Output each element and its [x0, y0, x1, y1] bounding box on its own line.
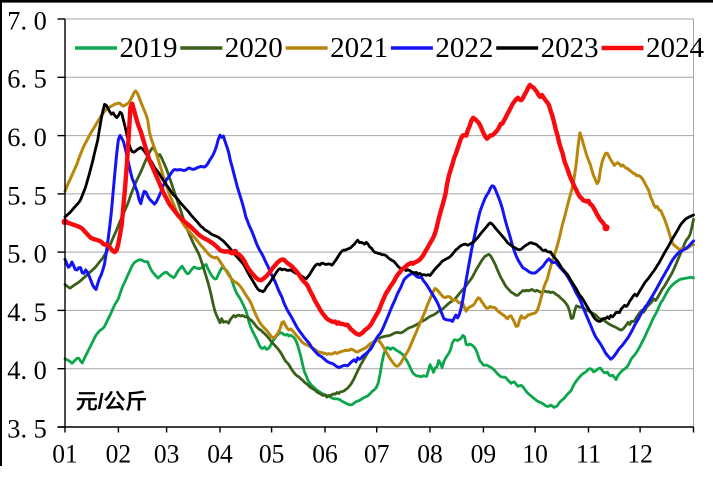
svg-text:2020: 2020	[225, 33, 283, 64]
svg-text:4. 0: 4. 0	[7, 355, 47, 385]
svg-text:06: 06	[312, 439, 338, 469]
svg-text:3. 5: 3. 5	[7, 413, 47, 443]
svg-text:02: 02	[106, 439, 132, 469]
svg-text:6. 0: 6. 0	[7, 122, 47, 152]
svg-text:01: 01	[52, 439, 78, 469]
svg-text:05: 05	[259, 439, 285, 469]
svg-text:12: 12	[627, 439, 653, 469]
svg-text:03: 03	[154, 439, 180, 469]
svg-text:2024: 2024	[646, 33, 704, 64]
svg-text:2019: 2019	[120, 33, 178, 64]
svg-text:5. 5: 5. 5	[7, 180, 47, 210]
svg-text:5. 0: 5. 0	[7, 239, 47, 269]
svg-text:2023: 2023	[541, 33, 599, 64]
svg-text:7. 0: 7. 0	[7, 5, 47, 35]
svg-text:11: 11	[576, 439, 602, 469]
svg-text:元/公斤: 元/公斤	[76, 391, 147, 414]
svg-text:09: 09	[471, 439, 497, 469]
svg-text:10: 10	[522, 439, 548, 469]
svg-text:2021: 2021	[330, 33, 388, 64]
svg-text:6. 5: 6. 5	[7, 64, 47, 94]
svg-text:07: 07	[364, 439, 390, 469]
svg-text:04: 04	[207, 439, 233, 469]
svg-text:4. 5: 4. 5	[7, 297, 47, 327]
svg-text:2022: 2022	[435, 33, 493, 64]
svg-text:08: 08	[417, 439, 443, 469]
